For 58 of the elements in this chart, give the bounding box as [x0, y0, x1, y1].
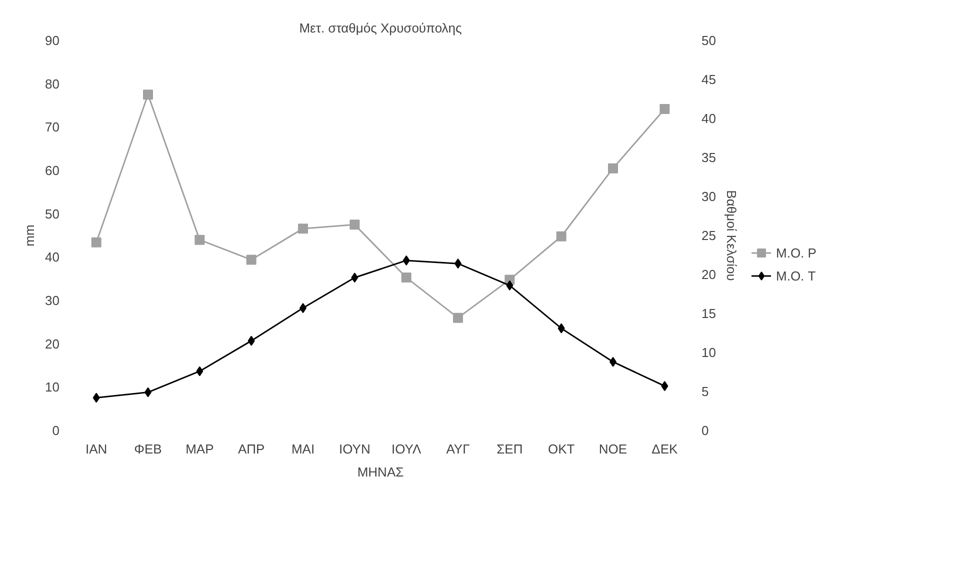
- point: [506, 280, 514, 290]
- point: [350, 220, 360, 230]
- point: [248, 336, 255, 346]
- y2-tick-label: 50: [702, 33, 716, 48]
- point: [246, 254, 256, 265]
- x-tick-label: ΟΚΤ: [548, 442, 575, 456]
- point: [92, 392, 100, 403]
- point: [608, 163, 618, 174]
- point: [402, 255, 410, 266]
- x-tick-label: ΦΕΒ: [134, 442, 162, 456]
- point: [661, 381, 668, 392]
- y-tick-label: 90: [45, 33, 60, 48]
- y2-tick-label: 10: [702, 345, 716, 360]
- x-tick-label: ΔΕΚ: [652, 442, 678, 456]
- point: [558, 323, 565, 334]
- y-tick-label: 30: [45, 293, 60, 308]
- y-tick-label: 10: [45, 380, 60, 395]
- point: [351, 272, 358, 283]
- x-tick-label: ΜΑΡ: [186, 442, 214, 456]
- point: [401, 272, 412, 283]
- y2-axis-title: Βαθμοί Κελσίου: [724, 190, 739, 281]
- y-axis-title: mm: [22, 224, 38, 246]
- x-tick-label: ΑΥΓ: [446, 442, 470, 456]
- y-tick-label: 60: [45, 163, 60, 178]
- y2-tick-label: 0: [702, 423, 709, 438]
- chart-title: Μετ. σταθμός Χρυσούπολης: [299, 20, 462, 36]
- y2-tick-label: 30: [702, 189, 716, 204]
- y-tick-label: 20: [45, 336, 60, 352]
- y-tick-label: 0: [52, 423, 60, 438]
- y-tick-label: 80: [45, 76, 60, 92]
- y2-tick-label: 20: [702, 267, 716, 282]
- y-tick-label: 50: [45, 206, 60, 222]
- x-tick-label: ΣΕΠ: [496, 442, 523, 456]
- point: [660, 104, 670, 114]
- point: [453, 312, 463, 323]
- y2-tick-label: 45: [702, 72, 716, 87]
- y2-tick-label: 15: [702, 306, 716, 321]
- x-tick-label: ΙΑΝ: [86, 442, 108, 456]
- x-tick-label: ΙΟΥΝ: [338, 442, 370, 456]
- x-tick-label: ΑΠΡ: [238, 442, 265, 456]
- y2-tick-label: 25: [702, 228, 716, 243]
- y-tick-label: 70: [45, 120, 60, 135]
- legend-label: Μ.Ο. T: [776, 268, 816, 283]
- point: [194, 234, 205, 245]
- point: [298, 224, 308, 234]
- y-tick-label: 40: [45, 250, 60, 265]
- legend-label: Μ.Ο. P: [776, 245, 816, 260]
- point: [91, 237, 102, 248]
- x-axis-title: ΜΗΝΑΣ: [357, 464, 404, 480]
- point: [196, 366, 204, 376]
- y2-tick-label: 40: [702, 111, 716, 126]
- x-tick-label: ΜΑΙ: [291, 442, 315, 456]
- x-tick-label: ΙΟΥΛ: [391, 442, 422, 456]
- point: [143, 90, 153, 100]
- y2-tick-label: 5: [702, 384, 709, 399]
- x-tick-label: ΝΟΕ: [598, 442, 628, 456]
- point: [556, 231, 566, 242]
- y2-tick-label: 35: [702, 150, 716, 165]
